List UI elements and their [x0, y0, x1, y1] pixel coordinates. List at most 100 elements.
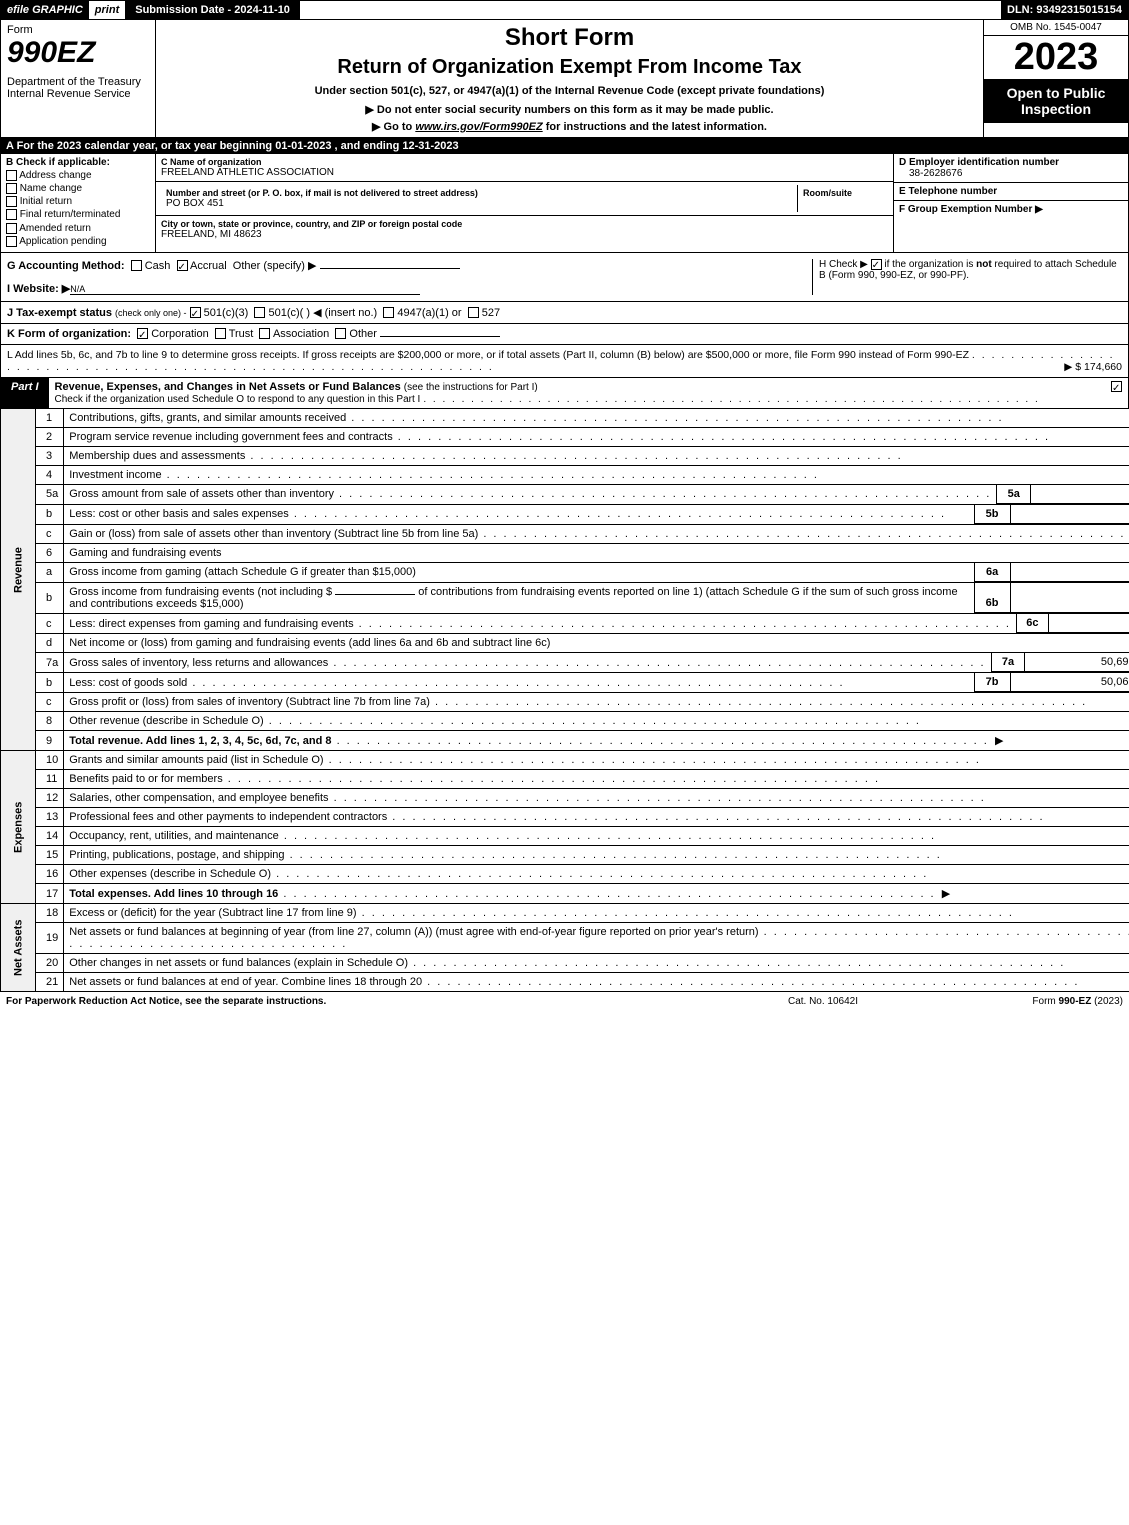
city-lbl: City or town, state or province, country…	[161, 219, 888, 229]
table-row: 12 Salaries, other compensation, and emp…	[1, 789, 1129, 808]
k-opt: Other	[349, 328, 377, 340]
short-form-title: Short Form	[160, 24, 979, 52]
sub-num: 7b	[974, 673, 1010, 692]
line-num: 20	[36, 954, 64, 973]
city-value: FREELAND, MI 48623	[161, 229, 888, 240]
section-a: A For the 2023 calendar year, or tax yea…	[0, 138, 1129, 154]
side-expenses: Expenses	[1, 751, 36, 904]
k-opt: Corporation	[151, 328, 208, 340]
line-num: 7a	[36, 653, 64, 673]
line-num: a	[36, 562, 64, 582]
line-desc: Program service revenue including govern…	[64, 427, 1129, 446]
checkbox-icon[interactable]	[131, 260, 142, 271]
table-row: 14 Occupancy, rent, utilities, and maint…	[1, 827, 1129, 846]
footer-right: Form 990-EZ (2023)	[923, 996, 1123, 1007]
part1-tab: Part I	[1, 378, 49, 408]
cb-text: Final return/terminated	[20, 210, 121, 221]
checkbox-icon[interactable]	[335, 328, 346, 339]
room-lbl: Room/suite	[798, 185, 888, 212]
form-header: Form 990EZ Department of the Treasury In…	[0, 20, 1129, 138]
table-row: 11 Benefits paid to or for members 11	[1, 770, 1129, 789]
line-desc: Excess or (deficit) for the year (Subtra…	[64, 904, 1129, 923]
other-underline	[320, 268, 460, 269]
under-section: Under section 501(c), 527, or 4947(a)(1)…	[160, 85, 979, 97]
table-row: Expenses 10 Grants and similar amounts p…	[1, 751, 1129, 770]
sub-val: 50,068	[1010, 673, 1129, 692]
h-check: H Check ▶ if the organization is not req…	[812, 259, 1122, 295]
side-net: Net Assets	[1, 904, 36, 992]
line-desc: Total expenses. Add lines 10 through 16 …	[64, 884, 1129, 904]
line-desc: Grants and similar amounts paid (list in…	[64, 751, 1129, 770]
line-num: b	[36, 673, 64, 693]
open-public: Open to Public Inspection	[984, 79, 1128, 123]
line-num: 18	[36, 904, 64, 923]
cb-final-return[interactable]: Final return/terminated	[6, 209, 150, 220]
table-row: c Less: direct expenses from gaming and …	[1, 614, 1129, 634]
cb-name-change[interactable]: Name change	[6, 183, 150, 194]
sub-val	[1031, 485, 1129, 504]
checkbox-icon[interactable]	[254, 307, 265, 318]
line-desc: Total revenue. Add lines 1, 2, 3, 4, 5c,…	[64, 731, 1129, 751]
j-opt4: 527	[482, 307, 500, 319]
col-c: C Name of organization FREELAND ATHLETIC…	[156, 154, 893, 252]
cb-text: Initial return	[20, 196, 72, 207]
year-col: OMB No. 1545-0047 2023 Open to Public In…	[983, 20, 1128, 137]
line-desc: Gross amount from sale of assets other t…	[64, 484, 1129, 504]
line-l: L Add lines 5b, 6c, and 7b to line 9 to …	[0, 345, 1129, 378]
line-num: 6	[36, 543, 64, 562]
line-k: K Form of organization: Corporation Trus…	[0, 324, 1129, 345]
print-link[interactable]: print	[89, 1, 125, 19]
part1-checkbox[interactable]	[1105, 378, 1128, 408]
line-desc: Gross sales of inventory, less returns a…	[64, 653, 1129, 673]
dln-label: DLN: 93492315015154	[1001, 1, 1128, 19]
line-num: 16	[36, 865, 64, 884]
line-desc: Gain or (loss) from sale of assets other…	[64, 524, 1129, 543]
table-row: 2 Program service revenue including gove…	[1, 427, 1129, 446]
line-num: 15	[36, 846, 64, 865]
checkbox-icon[interactable]	[137, 328, 148, 339]
cb-text: Amended return	[19, 223, 91, 234]
checkbox-icon[interactable]	[190, 307, 201, 318]
j-opt1: 501(c)(3)	[204, 307, 249, 319]
checkbox-icon[interactable]	[259, 328, 270, 339]
line-desc: Contributions, gifts, grants, and simila…	[64, 409, 1129, 428]
line-desc: Professional fees and other payments to …	[64, 808, 1129, 827]
line-num: 13	[36, 808, 64, 827]
line-desc: Net assets or fund balances at end of ye…	[64, 973, 1129, 992]
line-num: c	[36, 693, 64, 712]
table-row: b Less: cost of goods sold 7b 50,068	[1, 673, 1129, 693]
j-sub: (check only one) -	[115, 308, 187, 318]
sub-num: 6b	[974, 583, 1010, 613]
omb-number: OMB No. 1545-0047	[984, 20, 1128, 36]
lines-table: Revenue 1 Contributions, gifts, grants, …	[0, 409, 1129, 993]
line-num: 4	[36, 465, 64, 484]
checkbox-icon[interactable]	[871, 259, 882, 270]
cb-application-pending[interactable]: Application pending	[6, 236, 150, 247]
checkbox-icon[interactable]	[215, 328, 226, 339]
footer-mid: Cat. No. 10642I	[723, 996, 923, 1007]
line-num: d	[36, 634, 64, 653]
checkbox-icon	[1111, 381, 1122, 392]
checkbox-icon[interactable]	[383, 307, 394, 318]
table-row: b Gross income from fundraising events (…	[1, 582, 1129, 614]
website-value: N/A	[70, 284, 420, 295]
sub-val	[1010, 563, 1129, 582]
cb-address-change[interactable]: Address change	[6, 170, 150, 181]
row-gh: G Accounting Method: Cash Accrual Other …	[0, 253, 1129, 302]
checkbox-icon[interactable]	[468, 307, 479, 318]
line-j: J Tax-exempt status (check only one) - 5…	[0, 302, 1129, 324]
j-opt3: 4947(a)(1) or	[397, 307, 461, 319]
table-row: 16 Other expenses (describe in Schedule …	[1, 865, 1129, 884]
part1-header: Part I Revenue, Expenses, and Changes in…	[0, 378, 1129, 409]
line-desc: Other revenue (describe in Schedule O)	[64, 712, 1129, 731]
submission-date: Submission Date - 2024-11-10	[125, 1, 300, 19]
cb-initial-return[interactable]: Initial return	[6, 196, 150, 207]
form-word: Form	[7, 24, 149, 36]
checkbox-icon[interactable]	[177, 260, 188, 271]
street-lbl: Number and street (or P. O. box, if mail…	[166, 188, 792, 198]
irs-link[interactable]: www.irs.gov/Form990EZ	[415, 121, 542, 133]
form-number: 990EZ	[7, 36, 149, 70]
cb-amended-return[interactable]: Amended return	[6, 223, 150, 234]
line-desc: Gross income from gaming (attach Schedul…	[64, 562, 1129, 582]
k-opt: Association	[273, 328, 329, 340]
